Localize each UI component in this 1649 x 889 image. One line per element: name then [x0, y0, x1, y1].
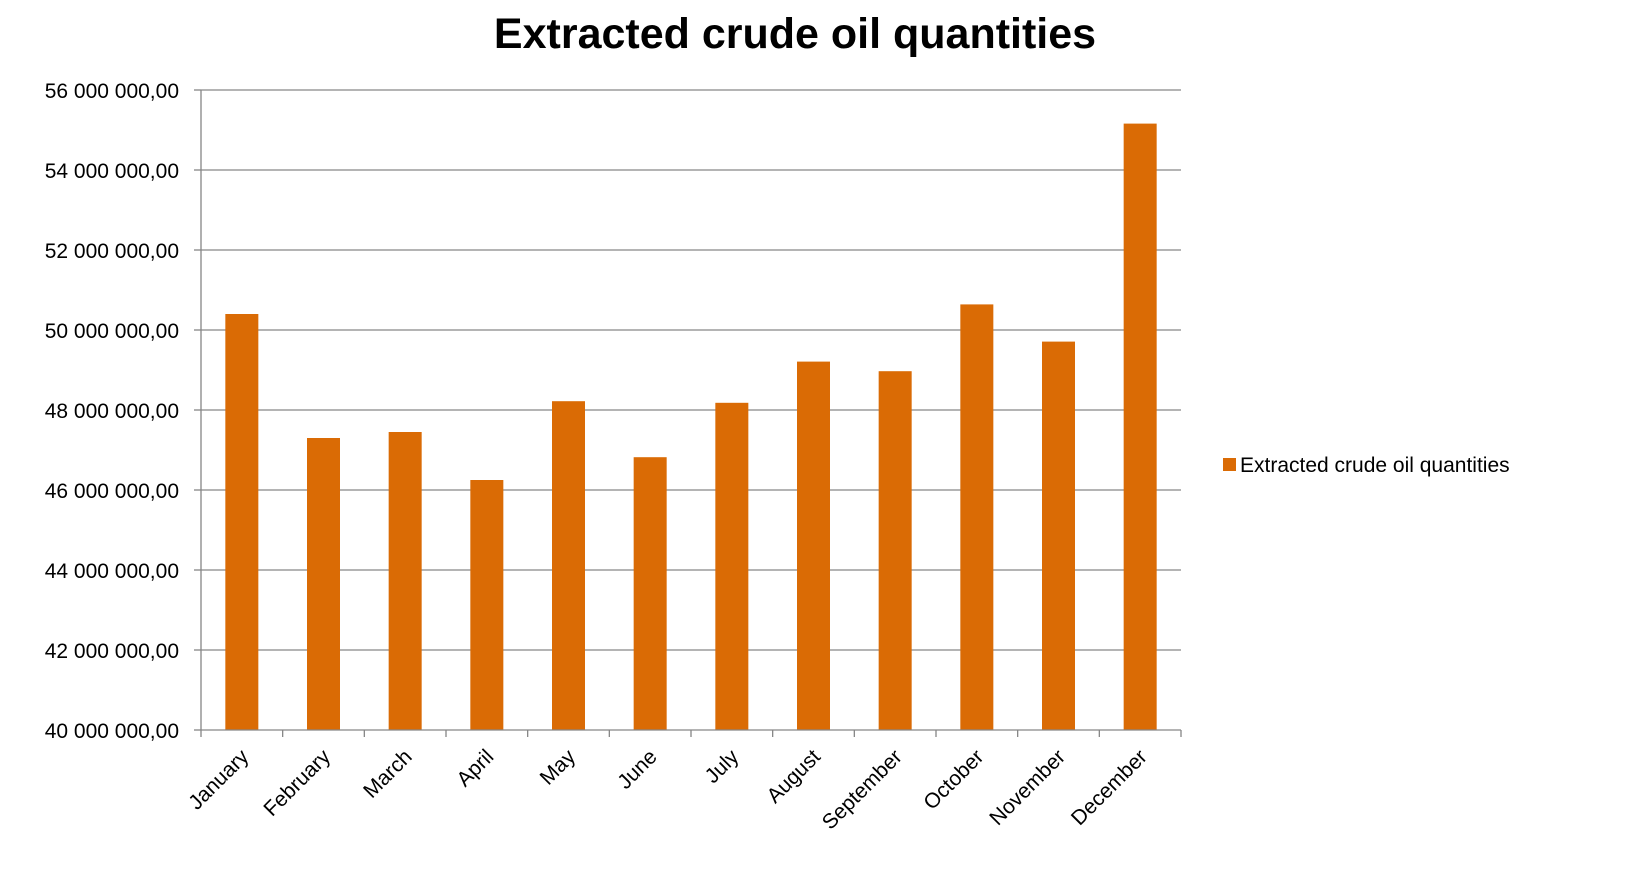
bar-november: [1042, 341, 1075, 730]
gridlines: [201, 89, 1181, 651]
x-tick-label-november: November: [985, 745, 1070, 830]
bar-february: [307, 438, 340, 730]
y-tick-label: 44 000 000,00: [45, 560, 179, 583]
y-tick-label: 52 000 000,00: [45, 240, 179, 263]
chart-title: Extracted crude oil quantities: [494, 10, 1096, 58]
bar-october: [960, 304, 994, 730]
legend-swatch: [1223, 458, 1236, 471]
bar-august: [797, 361, 830, 730]
legend-label: Extracted crude oil quantities: [1240, 454, 1510, 477]
x-tick-label-may: May: [536, 745, 581, 790]
bar-june: [633, 457, 667, 730]
bar-march: [388, 432, 422, 730]
x-axis-tick-labels: January February March April May June July Augu…: [184, 745, 1151, 834]
x-tick-label-august: August: [763, 745, 826, 808]
x-tick-label-april: April: [452, 745, 498, 791]
y-tick-label: 56 000 000,00: [45, 80, 179, 103]
bar-may: [552, 401, 585, 730]
y-tick-label: 40 000 000,00: [45, 720, 179, 743]
y-tick-label: 42 000 000,00: [45, 640, 179, 663]
bar-series: [225, 123, 1157, 731]
y-tick-label: 50 000 000,00: [45, 320, 179, 343]
x-tick-label-march: March: [359, 745, 417, 803]
legend: Extracted crude oil quantities: [1223, 454, 1510, 477]
x-tick-label-june: June: [613, 745, 661, 793]
bar-july: [715, 402, 749, 730]
bar-january: [225, 314, 259, 730]
x-tick-label-january: January: [184, 745, 253, 814]
x-tick-label-july: July: [701, 745, 744, 788]
x-tick-label-september: September: [818, 745, 907, 834]
bar-december: [1123, 123, 1157, 731]
x-tick-label-december: December: [1067, 745, 1152, 830]
bar-september: [878, 371, 912, 730]
axes: [194, 89, 1182, 737]
y-tick-label: 46 000 000,00: [45, 480, 179, 503]
x-tick-label-october: October: [919, 745, 988, 814]
bar-april: [470, 480, 504, 730]
y-tick-label: 54 000 000,00: [45, 160, 179, 183]
y-tick-label: 48 000 000,00: [45, 400, 179, 423]
x-tick-label-february: February: [259, 745, 335, 821]
y-axis-tick-labels: 40 000 000,00 42 000 000,00 44 000 000,00 4…: [45, 80, 179, 743]
